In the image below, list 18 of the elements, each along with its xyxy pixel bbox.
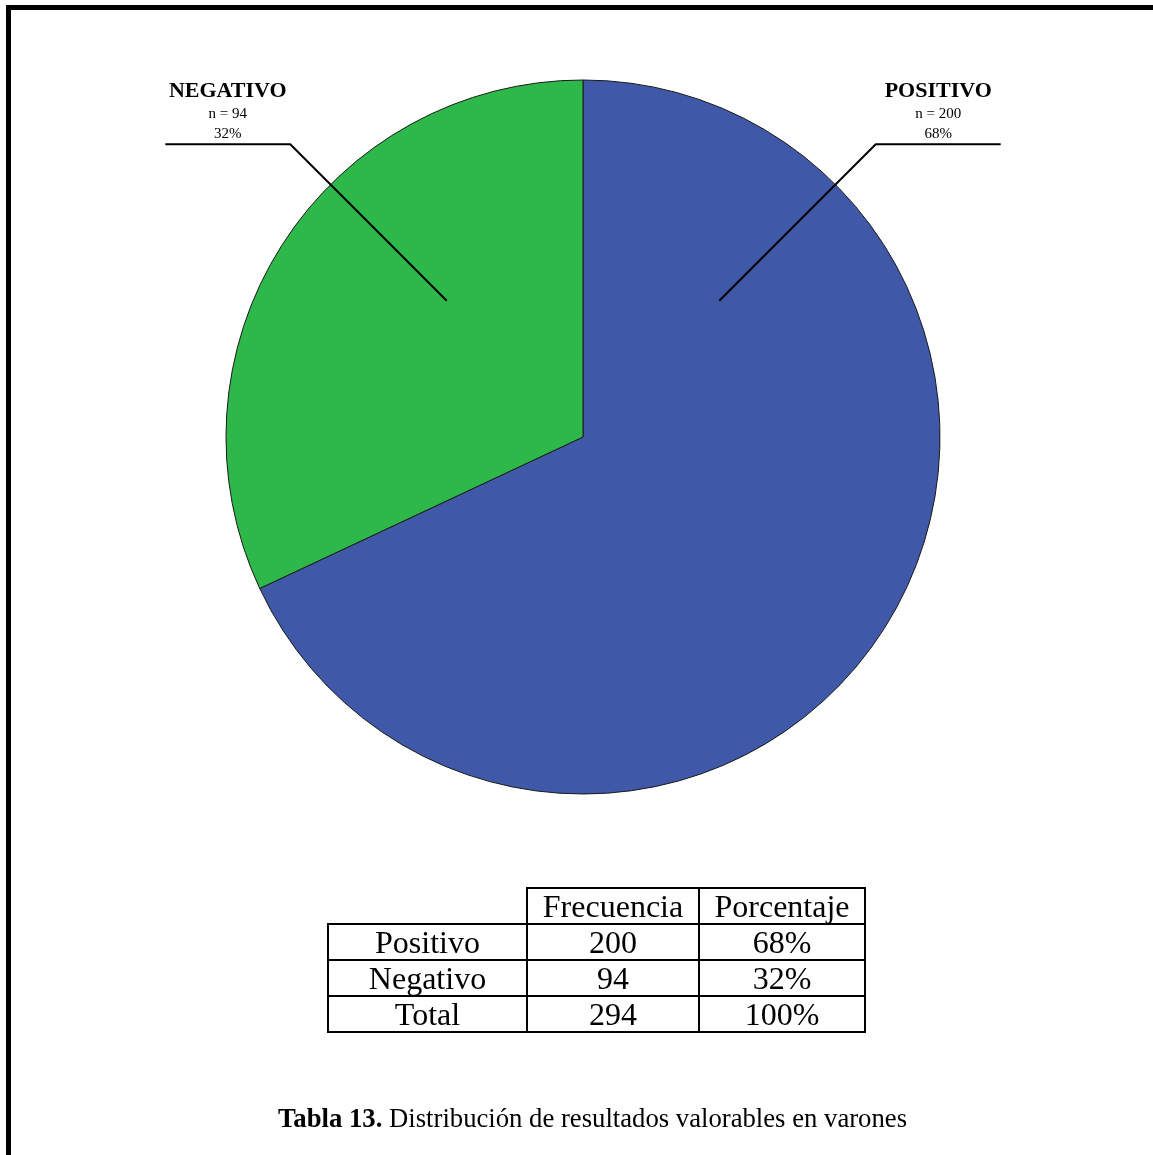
text: 32% [752, 960, 812, 996]
data-label: n = 200 [915, 105, 962, 122]
text: 100% [699, 996, 865, 1032]
text: Total [328, 996, 527, 1032]
text: Porcentaje [699, 888, 865, 924]
text: 68% [752, 924, 812, 960]
text: Positivo [328, 924, 527, 960]
text: 68% [924, 125, 952, 142]
text: Frecuencia [527, 888, 699, 924]
text: Tabla 13. Distribución de resultados valorables en varones [278, 1103, 908, 1133]
data-label: n = 94 [208, 105, 248, 122]
text: Negativo [328, 960, 527, 996]
text: 294 [527, 996, 699, 1032]
text: 200 [527, 924, 699, 960]
slice-label: NEGATIVO [168, 77, 287, 103]
text: 32% [214, 125, 242, 142]
text: 94 [527, 960, 699, 996]
slice-label: POSITIVO [884, 77, 992, 103]
